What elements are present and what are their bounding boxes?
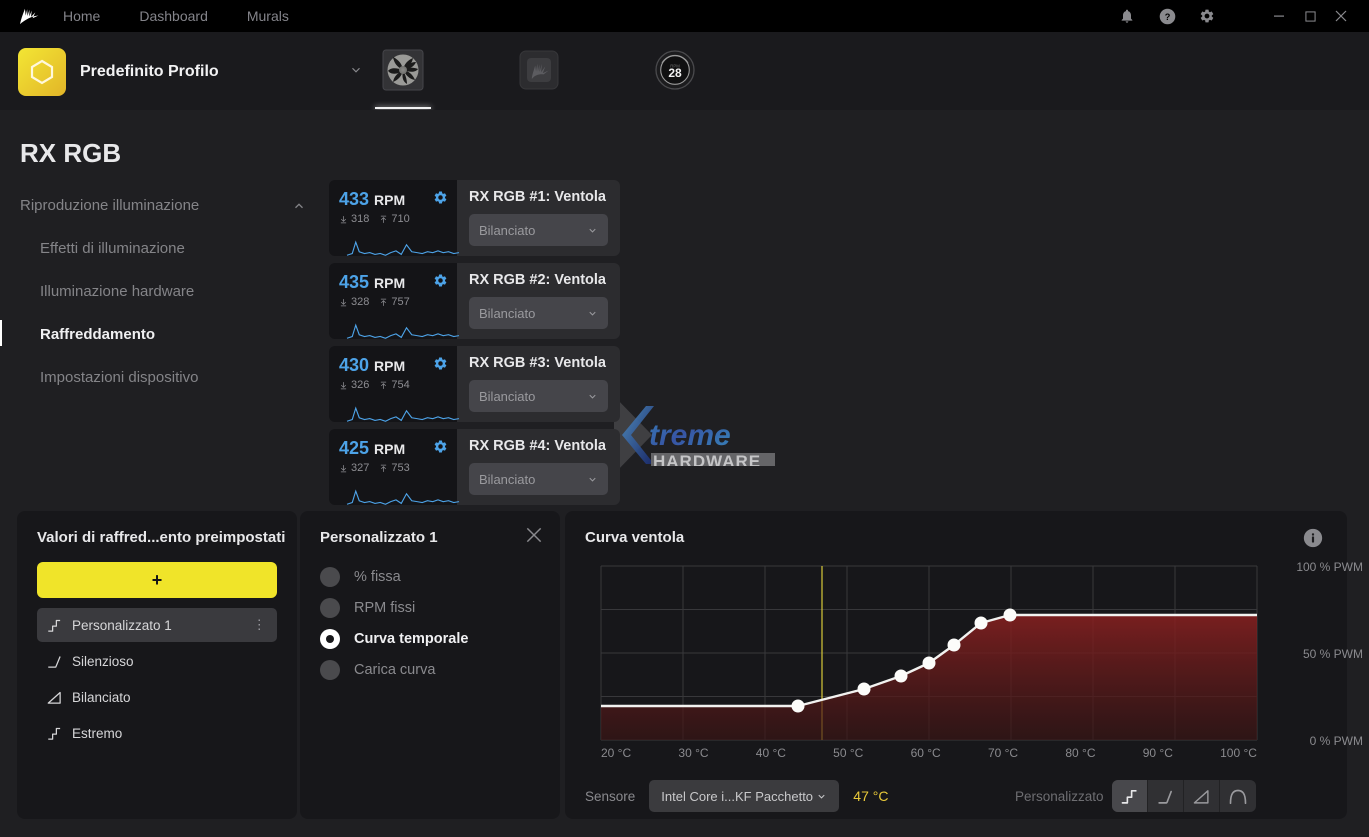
svg-text:HARDWARE: HARDWARE [653, 452, 761, 466]
svg-text:treme: treme [649, 419, 731, 452]
svg-text:?: ? [1164, 11, 1170, 21]
svg-text:28: 28 [668, 66, 682, 80]
